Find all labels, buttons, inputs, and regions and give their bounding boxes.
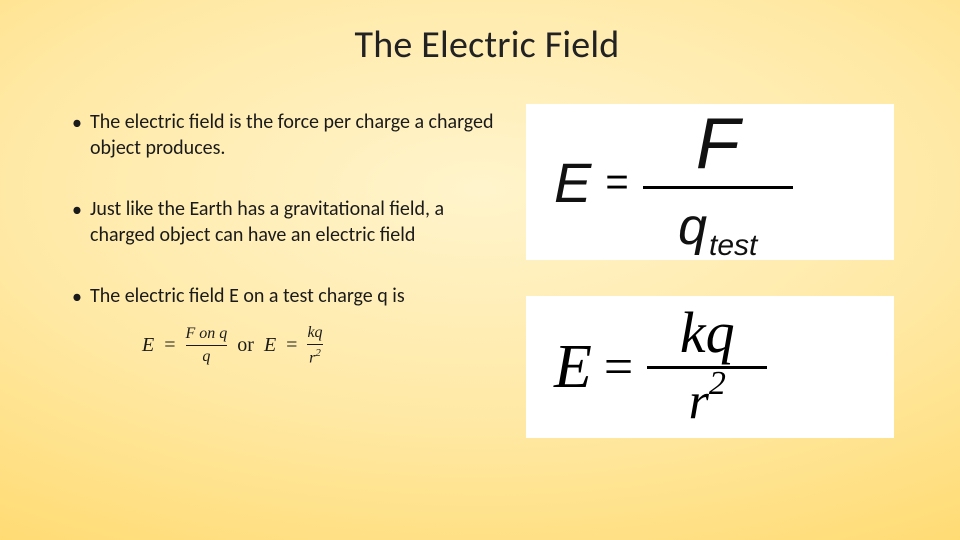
eq2-den-exp: 2 — [709, 365, 726, 402]
bullet-3-text: The electric field E on a test charge q … — [90, 284, 502, 311]
bullet-marker: • — [72, 110, 90, 161]
eq1-denominator: qtest — [678, 197, 757, 257]
bullet-1-text: The electric field is the force per char… — [90, 110, 502, 161]
eq2-lhs: E — [554, 332, 592, 403]
inline-eq-lhs: E — [142, 334, 154, 357]
bullet-marker: • — [72, 284, 90, 311]
fraction-bar — [643, 186, 793, 189]
inline-eq-lhs2: E — [264, 334, 276, 357]
fraction-bar — [186, 345, 228, 346]
inline-eq-frac1-den: q — [202, 349, 210, 365]
slide: The Electric Field • The electric field … — [0, 0, 960, 540]
bullet-2-text: Just like the Earth has a gravitational … — [90, 197, 502, 248]
bullet-3: • The electric field E on a test charge … — [72, 284, 502, 311]
content-columns: • The electric field is the force per ch… — [72, 102, 902, 438]
inline-eq-equals2: = — [286, 334, 297, 357]
equation-card-2: E = kq r2 — [526, 296, 894, 438]
eq1-den-sub: test — [709, 229, 757, 263]
eq2-equals: = — [604, 338, 633, 397]
bullet-marker: • — [72, 197, 90, 248]
eq2-numerator: kq — [680, 304, 735, 366]
eq2-fraction: kq r2 — [647, 304, 767, 431]
eq2-denominator: r2 — [689, 371, 726, 431]
eq1-numerator: F — [696, 108, 740, 186]
inline-equation: E = F on q q or E = kq r2 — [142, 325, 502, 366]
bullet-list: • The electric field is the force per ch… — [72, 102, 502, 438]
inline-eq-frac1: F on q q — [186, 326, 228, 365]
inline-eq-equals: = — [164, 334, 175, 357]
bullet-2: • Just like the Earth has a gravitationa… — [72, 197, 502, 248]
equation-cards: E = F qtest E = kq — [526, 102, 894, 438]
inline-eq-frac2: kq r2 — [307, 325, 322, 366]
eq1-lhs: E — [554, 150, 591, 215]
inline-eq-frac1-num: F on q — [186, 326, 228, 342]
fraction-bar — [647, 366, 767, 369]
equation-card-1: E = F qtest — [526, 104, 894, 260]
page-title: The Electric Field — [72, 22, 902, 68]
bullet-1: • The electric field is the force per ch… — [72, 110, 502, 161]
eq2-lhs-group: E = — [554, 332, 633, 403]
fraction-bar — [307, 344, 322, 345]
eq2-den-base: r — [689, 373, 709, 430]
eq1-equals: = — [605, 160, 628, 205]
inline-eq-frac2-num: kq — [307, 325, 322, 341]
inline-eq-or: or — [237, 334, 254, 357]
eq1-fraction: F qtest — [643, 108, 793, 257]
inline-eq-frac2-den: r2 — [309, 348, 321, 366]
eq1-den-var: q — [678, 197, 707, 257]
inline-eq-frac2-den-exp: 2 — [315, 347, 321, 359]
